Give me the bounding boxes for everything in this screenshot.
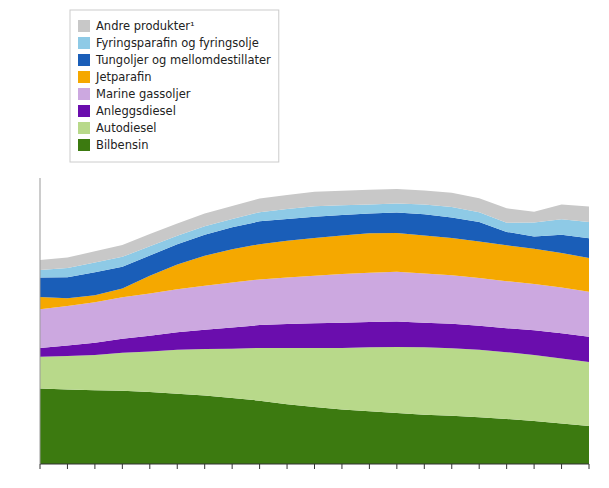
x-tick xyxy=(67,464,68,469)
legend-swatch xyxy=(78,122,90,134)
legend-swatch xyxy=(78,88,90,100)
legend-label: Fyringsparafin og fyringsolje xyxy=(96,36,259,50)
legend-label: Tungoljer og mellomdestillater xyxy=(95,53,271,67)
legend-label: Bilbensin xyxy=(96,138,148,152)
x-tick xyxy=(287,464,288,469)
x-tick xyxy=(122,464,123,469)
legend-swatch xyxy=(78,105,90,117)
x-tick xyxy=(424,464,425,469)
y-axis-line xyxy=(40,178,41,464)
x-tick xyxy=(589,464,590,469)
area-series xyxy=(40,347,589,426)
area-series xyxy=(40,189,589,270)
x-tick xyxy=(204,464,205,469)
legend-swatch xyxy=(78,54,90,66)
x-tick xyxy=(341,464,342,469)
x-tick xyxy=(451,464,452,469)
legend-label: Anleggsdiesel xyxy=(96,104,176,118)
legend-label: Andre produkter¹ xyxy=(96,19,195,33)
x-tick xyxy=(369,464,370,469)
legend-label: Marine gassoljer xyxy=(96,87,191,101)
legend-swatch xyxy=(78,20,90,32)
x-tick xyxy=(149,464,150,469)
x-tick xyxy=(479,464,480,469)
x-tick xyxy=(94,464,95,469)
x-tick xyxy=(561,464,562,469)
x-tick xyxy=(232,464,233,469)
legend: Andre produkter¹ Fyringsparafin og fyring… xyxy=(70,10,279,162)
legend-frame xyxy=(70,10,279,162)
x-tick xyxy=(259,464,260,469)
chart: Andre produkter¹ Fyringsparafin og fyring… xyxy=(0,0,609,488)
x-tick xyxy=(177,464,178,469)
x-tick xyxy=(506,464,507,469)
page: {"chart_data": {"type": "area", "stacked… xyxy=(0,0,609,488)
x-tick xyxy=(314,464,315,469)
legend-label: Jetparafin xyxy=(95,70,152,84)
legend-label: Autodiesel xyxy=(96,121,157,135)
x-tick xyxy=(40,464,41,469)
legend-swatch xyxy=(78,71,90,83)
x-tick xyxy=(396,464,397,469)
x-tick xyxy=(534,464,535,469)
legend-swatch xyxy=(78,37,90,49)
legend-swatch xyxy=(78,139,90,151)
areas xyxy=(40,189,589,464)
